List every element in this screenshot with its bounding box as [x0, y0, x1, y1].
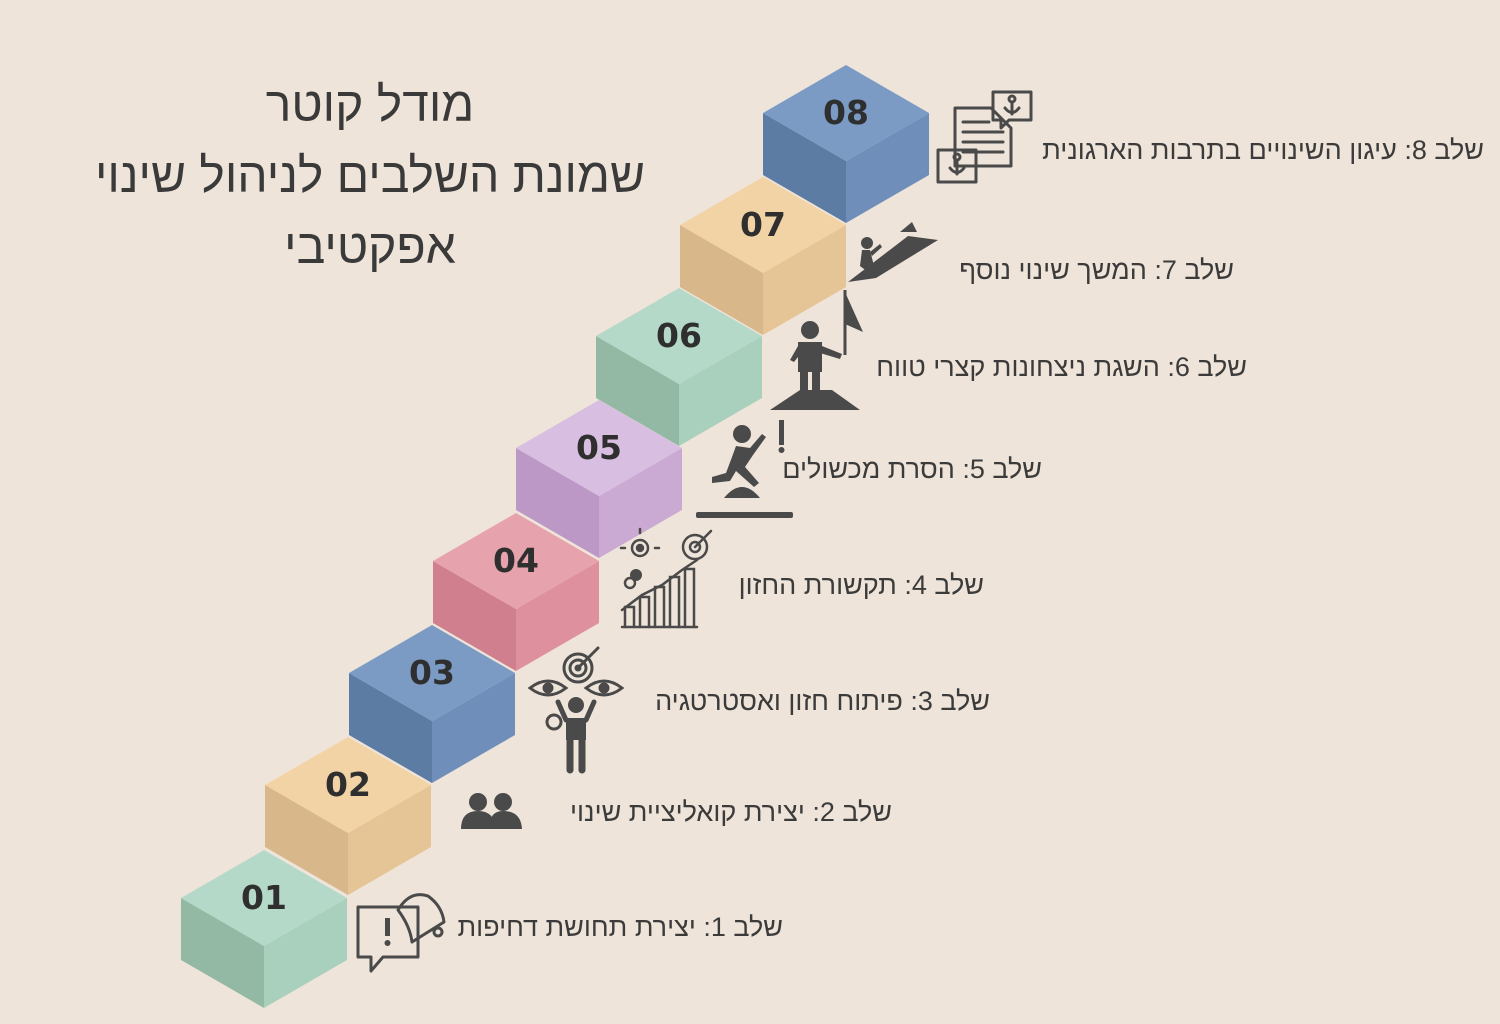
step-cube-4: 04 — [433, 513, 599, 671]
cube-right-face — [846, 113, 929, 223]
cubes-group: 08 07 06 05 04 03 02 01 — [181, 65, 929, 1008]
step-number-1: 01 — [241, 878, 287, 917]
step-cube-3: 03 — [349, 625, 515, 783]
growth-chart-target-icon — [619, 527, 713, 629]
cube-right-face — [516, 561, 599, 671]
cube-left-face — [680, 225, 763, 335]
diagram-title: מודל קוטר שמונת השלבים לניהול שינוי אפקט… — [60, 70, 680, 283]
step-cube-1: 01 — [181, 850, 347, 1008]
step-label-5: שלב 5: הסרת מכשולים — [782, 454, 1042, 484]
jumping-obstacle-icon — [696, 420, 793, 518]
step-cube-2: 02 — [265, 737, 431, 895]
step-label-2: שלב 2: יצירת קואליציית שינוי — [570, 797, 892, 827]
step-number-8: 08 — [823, 93, 869, 132]
cube-left-face — [349, 673, 432, 783]
step-number-5: 05 — [576, 428, 622, 467]
cube-top-face — [763, 65, 929, 161]
title-line-3: אפקטיבי — [284, 221, 456, 274]
cube-right-face — [432, 673, 515, 783]
step-number-4: 04 — [493, 541, 539, 580]
cube-right-face — [348, 785, 431, 895]
cube-top-face — [680, 177, 846, 273]
anchor-documents-icon — [936, 90, 1033, 184]
cube-top-face — [516, 400, 682, 496]
cube-top-face — [596, 288, 762, 384]
step-number-2: 02 — [325, 765, 371, 804]
climber-arrow-icon — [848, 222, 938, 282]
flag-summit-icon — [770, 290, 863, 410]
title-line-2: שמונת השלבים לניהול שינוי — [94, 150, 646, 203]
step-number-3: 03 — [409, 653, 455, 692]
cube-left-face — [596, 336, 679, 446]
cube-top-face — [181, 850, 347, 946]
cube-top-face — [265, 737, 431, 833]
cube-left-face — [516, 448, 599, 558]
cube-right-face — [264, 898, 347, 1008]
step-label-3: שלב 3: פיתוח חזון ואסטרטגיה — [655, 686, 990, 716]
people-group-icon — [461, 793, 522, 829]
step-label-8: שלב 8: עיגון השינויים בתרבות הארגונית — [1042, 135, 1484, 165]
step-label-6: שלב 6: השגת ניצחונות קצרי טווח — [876, 352, 1247, 382]
step-label-4: שלב 4: תקשורת החזון — [738, 570, 984, 600]
title-line-1: מודל קוטר — [265, 79, 475, 132]
cube-right-face — [679, 336, 762, 446]
step-label-7: שלב 7: המשך שינוי נוסף — [959, 255, 1234, 285]
cube-left-face — [265, 785, 348, 895]
cube-left-face — [763, 113, 846, 223]
megaphone-alert-icon — [356, 893, 446, 973]
step-cube-8: 08 — [763, 65, 929, 223]
visionary-person-icon — [527, 646, 625, 774]
step-label-1: שלב 1: יצירת תחושת דחיפות — [457, 912, 783, 942]
step-number-7: 07 — [740, 205, 786, 244]
cube-left-face — [433, 561, 516, 671]
step-number-6: 06 — [656, 316, 702, 355]
cube-top-face — [349, 625, 515, 721]
step-cube-5: 05 — [516, 400, 682, 558]
cube-right-face — [599, 448, 682, 558]
cube-right-face — [763, 225, 846, 335]
cube-left-face — [181, 898, 264, 1008]
cube-top-face — [433, 513, 599, 609]
step-cube-7: 07 — [680, 177, 846, 335]
step-cube-6: 06 — [596, 288, 762, 446]
